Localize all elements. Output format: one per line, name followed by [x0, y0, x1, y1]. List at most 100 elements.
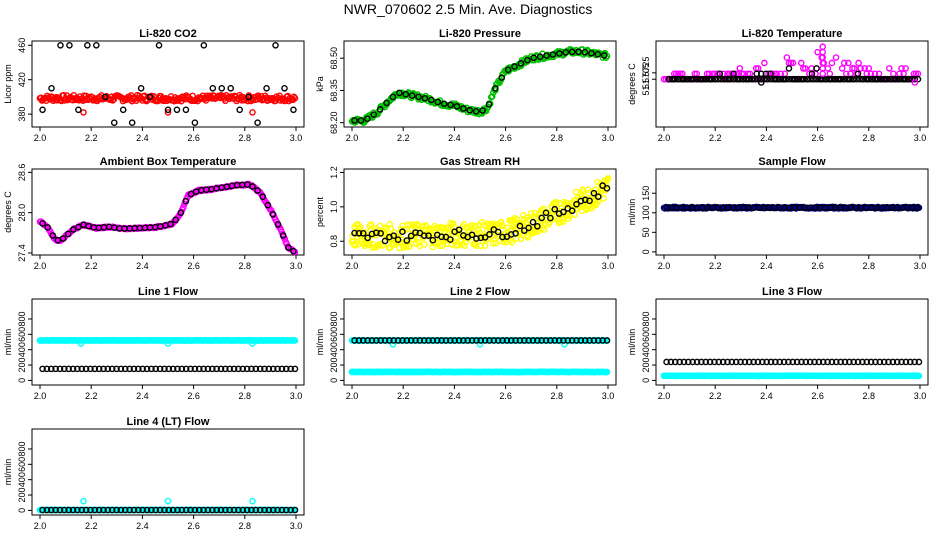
x-tick-label: 2.4: [136, 261, 149, 271]
data-point-check: [187, 190, 195, 198]
panel-6: Sample Flow 2.0 2.2 2.4 2.6 2.8 3.0 0 50 100 150 ml…: [627, 156, 929, 271]
data-point-check: [549, 51, 557, 58]
data-point-check: [573, 200, 580, 208]
data-point-flow: [561, 341, 568, 348]
data-point-flow-check: [56, 365, 64, 373]
data-point-co2-check: [75, 106, 82, 114]
data-point-temp-check: [840, 75, 848, 83]
plot-frame: [343, 298, 617, 386]
data-point-temp-check: [702, 75, 710, 83]
series-points: [660, 43, 922, 86]
plot-frame: [31, 428, 305, 516]
data-point-flow-check: [776, 358, 784, 366]
data-point-flow-check: [130, 506, 138, 514]
y-tick-label: 420: [17, 72, 27, 87]
x-tick-label: 2.2: [85, 261, 98, 271]
data-point-check: [447, 101, 454, 109]
data-point-co2-check: [137, 85, 145, 92]
main-title: NWR_070602 2.5 Min. Ave. Diagnostics: [343, 1, 593, 17]
y-axis-label: percent: [315, 196, 325, 227]
data-point-flow-check: [104, 365, 112, 373]
data-point-temp-check: [757, 75, 765, 83]
data-point-temp-check: [675, 75, 682, 83]
y-tick-label: 68.35: [329, 79, 339, 102]
data-point-flow-check: [693, 358, 701, 366]
data-point-flow: [80, 497, 87, 505]
data-point-co2-check: [290, 106, 297, 114]
data-point-temp-check: [671, 75, 679, 83]
data-point-flow-check: [863, 358, 871, 366]
data-point-check: [594, 51, 602, 58]
data-point-flow-check: [399, 337, 406, 344]
data-point-flow-check: [741, 358, 749, 366]
data-point-temp-check: [721, 75, 728, 83]
data-point-flow-check: [520, 337, 528, 344]
data-point-flow-check: [235, 365, 242, 373]
data-point-temp-check: [813, 65, 820, 72]
data-point-flow-check: [815, 358, 823, 366]
data-point-temp-check: [745, 75, 753, 83]
data-point-temp-check: [893, 75, 900, 83]
data-point-flow-check: [195, 365, 203, 373]
x-tick-label: 2.0: [346, 133, 359, 143]
y-axis-label: ml/min: [3, 329, 13, 356]
data-point-check: [402, 90, 410, 98]
x-tick-label: 2.0: [34, 521, 47, 531]
data-point-flow-check: [824, 358, 831, 366]
data-point: [406, 243, 413, 250]
data-point-co2: [80, 109, 87, 116]
data-point: [603, 52, 611, 60]
data-point-co2-check: [182, 106, 190, 114]
data-point-check: [511, 63, 518, 70]
x-tick-label: 2.8: [551, 261, 564, 271]
data-point-check: [44, 224, 51, 231]
data-point-flow-check: [429, 337, 437, 344]
y-tick-label: 0: [17, 378, 27, 383]
data-point-co2-check: [254, 119, 261, 126]
data-point-check: [425, 232, 432, 239]
x-tick-label: 2.8: [863, 391, 876, 401]
y-axis-label: degrees C: [3, 191, 13, 233]
data-point: [404, 221, 411, 228]
data-point-flow-check: [74, 506, 81, 514]
x-tick-label: 2.8: [239, 133, 252, 143]
data-point-flow-check: [287, 506, 294, 514]
y-axis-label: ml/min: [3, 459, 13, 486]
x-tick-label: 2.0: [34, 391, 47, 401]
data-point-flow-check: [169, 365, 177, 373]
data-point-flow-check: [43, 365, 51, 373]
data-point: [449, 220, 457, 227]
data-point-flow-check: [43, 506, 51, 514]
data-point-check: [568, 48, 576, 56]
data-point-check: [536, 53, 544, 60]
data-point-temp-check: [764, 75, 771, 83]
data-point-flow-check: [274, 365, 281, 373]
data-point-temp-check: [822, 75, 830, 83]
y-tick-label: 28.6: [17, 164, 27, 182]
y-tick-label: 200: [329, 358, 339, 373]
data-point-flow-check: [208, 506, 216, 514]
data-point-co2-check: [281, 85, 288, 92]
data-point-flow-check: [676, 358, 683, 366]
data-point-temp-check: [871, 75, 879, 83]
data-point: [357, 223, 364, 231]
data-point: [421, 241, 428, 248]
data-point-temp-check: [668, 75, 676, 83]
data-point-flow-check: [793, 358, 801, 366]
data-point-check: [364, 115, 371, 123]
series-points: [660, 203, 923, 212]
data-point-flow-check: [182, 506, 190, 514]
x-tick-label: 3.0: [914, 391, 927, 401]
data-point-flow-check: [52, 506, 59, 514]
x-tick-label: 2.6: [499, 391, 512, 401]
data-point-flow-check: [837, 358, 844, 366]
y-tick-label: 400: [329, 342, 339, 357]
data-point-temp-check: [785, 75, 793, 83]
x-tick-label: 2.2: [397, 391, 410, 401]
series-points: [36, 180, 299, 256]
data-point-flow-check: [667, 358, 675, 366]
x-tick-label: 2.8: [551, 133, 564, 143]
plot-frame: [343, 40, 617, 128]
x-tick-label: 2.0: [658, 391, 671, 401]
data-point-check: [396, 89, 403, 97]
